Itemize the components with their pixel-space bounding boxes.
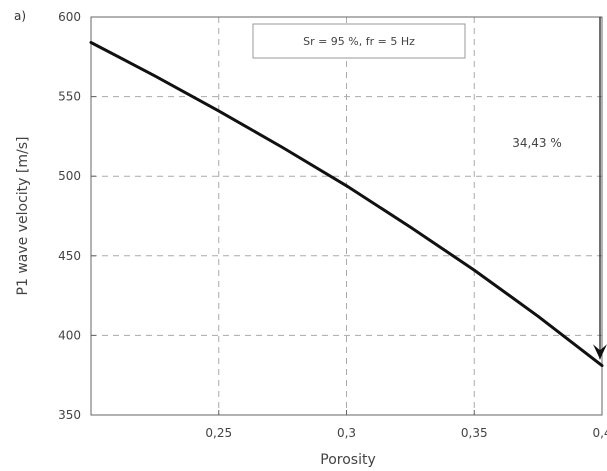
legend-box (252, 23, 466, 59)
y-tick-label: 450 (58, 249, 81, 263)
y-axis: 350 400 450 500 550 600 (58, 10, 96, 422)
arrow (593, 17, 607, 360)
grid (91, 17, 602, 415)
y-tick-label: 400 (58, 328, 81, 342)
y-tick-label: 350 (58, 408, 81, 422)
x-tick-label: 0,35 (461, 426, 488, 440)
legend: Sr = 95 %, fr = 5 Hz (252, 23, 466, 59)
legend-entry: Sr = 95 %, fr = 5 Hz (303, 35, 415, 48)
x-axis-title: Porosity (320, 452, 375, 468)
arrow-head (593, 344, 607, 360)
x-tick-label: 0,3 (337, 426, 356, 440)
panel-label: a) (14, 9, 26, 23)
annotation-percent: 34,43 % (512, 136, 562, 150)
x-tick-label: 0,25 (205, 426, 232, 440)
y-tick-label: 600 (58, 10, 81, 24)
series-line (89, 41, 604, 368)
x-tick-label: 0,4 (592, 426, 607, 440)
y-tick-label: 550 (58, 90, 81, 104)
series-group (89, 41, 604, 368)
y-axis-title: P1 wave velocity [m/s] (15, 137, 31, 296)
x-axis: 0,25 0,3 0,35 0,4 (205, 410, 607, 440)
y-tick-label: 500 (58, 169, 81, 183)
